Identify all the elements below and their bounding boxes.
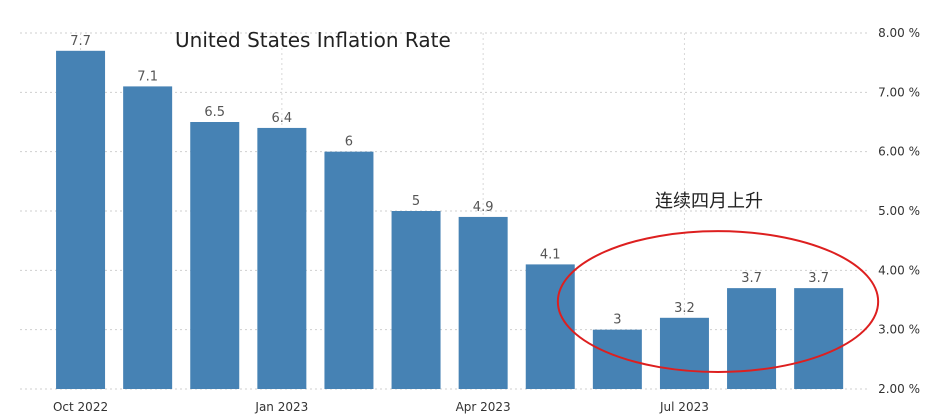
y-tick-label: 8.00 % bbox=[878, 26, 920, 40]
y-tick-label: 5.00 % bbox=[878, 204, 920, 218]
bar bbox=[592, 329, 642, 389]
x-axis-tick-labels: Oct 2022 Jan 2023 Apr 2023 Jul 2023 bbox=[53, 400, 709, 414]
x-tick-label: Jan 2023 bbox=[254, 400, 308, 414]
x-tick-label: Jul 2023 bbox=[659, 400, 709, 414]
bar-value-label: 3.7 bbox=[741, 271, 762, 286]
bar-value-label: 5 bbox=[412, 194, 420, 209]
y-tick-label: 7.00 % bbox=[878, 85, 920, 99]
bar-value-label: 3 bbox=[613, 313, 621, 328]
bar bbox=[659, 317, 709, 389]
bar-value-label: 6.4 bbox=[272, 111, 293, 126]
x-tick-label: Apr 2023 bbox=[456, 400, 511, 414]
value-labels: 7.7 7.1 6.5 6.4 6 5 4.9 4.1 3 3.2 3.7 3.7 bbox=[70, 34, 829, 328]
bar bbox=[391, 211, 441, 389]
bar bbox=[727, 288, 777, 389]
annotation-text: 连续四月上升 bbox=[655, 191, 763, 212]
bar bbox=[458, 216, 508, 389]
bars bbox=[56, 50, 844, 390]
y-tick-label: 3.00 % bbox=[878, 323, 920, 337]
bar-value-label: 4.1 bbox=[540, 247, 561, 262]
bar bbox=[525, 264, 575, 389]
bar bbox=[324, 151, 374, 389]
bar-value-label: 3.7 bbox=[808, 271, 829, 286]
bar-value-label: 6.5 bbox=[204, 105, 225, 120]
bar-value-label: 6 bbox=[345, 135, 353, 150]
chart-title: United States Inflation Rate bbox=[175, 28, 451, 52]
bar bbox=[794, 288, 844, 389]
bar-value-label: 4.9 bbox=[473, 200, 494, 215]
y-axis-tick-labels: 2.00 % 3.00 % 4.00 % 5.00 % 6.00 % 7.00 % 8.00… bbox=[878, 26, 920, 396]
x-tick-label: Oct 2022 bbox=[53, 400, 108, 414]
bar bbox=[190, 122, 240, 389]
bar bbox=[123, 86, 173, 390]
bar-value-label: 7.1 bbox=[137, 69, 158, 84]
y-tick-label: 4.00 % bbox=[878, 263, 920, 277]
bar-value-label: 3.2 bbox=[674, 301, 695, 316]
bar-value-label: 7.7 bbox=[70, 34, 91, 49]
y-tick-label: 2.00 % bbox=[878, 382, 920, 396]
bar bbox=[56, 50, 106, 390]
highlight-ellipse bbox=[556, 230, 880, 374]
y-tick-label: 6.00 % bbox=[878, 145, 920, 159]
bar bbox=[257, 127, 307, 389]
